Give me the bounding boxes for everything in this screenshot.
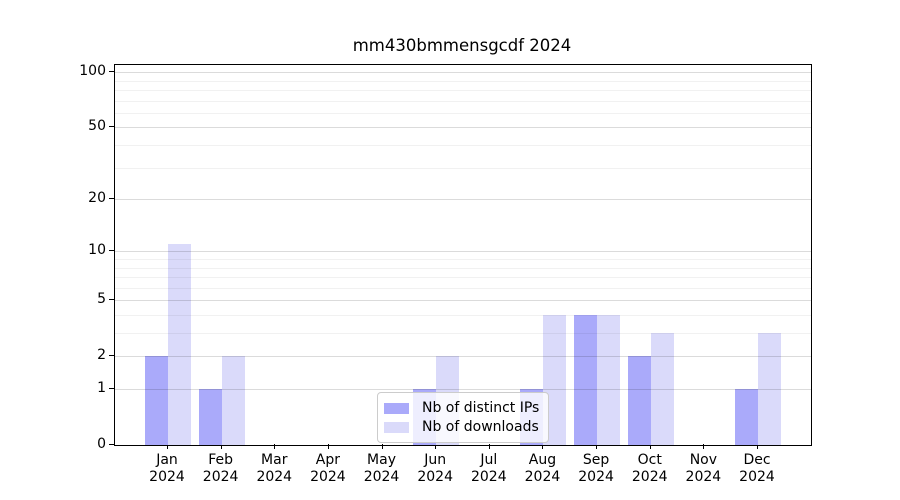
x-tick-mark [649, 444, 651, 449]
y-axis-tick-label: 2 [97, 347, 106, 364]
minor-gridline [115, 112, 811, 114]
major-gridline [115, 72, 811, 74]
bar-distinct-ips [198, 389, 222, 445]
y-tick-mark [109, 444, 114, 445]
bar-distinct-ips [574, 314, 598, 445]
y-axis-tick-label: 20 [88, 190, 106, 207]
bar-downloads [168, 244, 191, 445]
legend-item: Nb of distinct IPs [384, 399, 539, 417]
y-tick-mark [109, 299, 114, 301]
x-tick-mark [488, 444, 490, 449]
x-axis-tick-label: Jan 2024 [149, 452, 185, 485]
major-gridline [115, 199, 811, 201]
legend-swatch-downloads [384, 421, 409, 433]
bar-distinct-ips [735, 389, 758, 445]
minor-gridline [115, 333, 811, 335]
minor-gridline [115, 259, 811, 260]
x-tick-mark [435, 444, 437, 449]
bar-distinct-ips [627, 356, 651, 445]
x-axis-tick-label: Oct 2024 [631, 452, 668, 485]
x-tick-mark [596, 444, 598, 449]
major-gridline [115, 251, 811, 253]
major-gridline [115, 127, 811, 129]
minor-gridline [115, 100, 811, 102]
x-tick-mark [327, 444, 329, 449]
bar-distinct-ips [145, 356, 168, 445]
minor-gridline [115, 287, 811, 289]
legend-item: Nb of downloads [384, 418, 539, 436]
y-axis-tick-label: 0 [97, 436, 106, 452]
y-tick-mark [109, 388, 114, 389]
x-axis-tick-label: Jun 2024 [417, 452, 453, 485]
x-tick-mark [220, 444, 222, 449]
y-axis-tick-label: 5 [97, 291, 106, 308]
y-tick-mark [109, 198, 114, 200]
minor-gridline [115, 145, 811, 147]
x-axis-tick-label: Apr 2024 [310, 452, 346, 485]
x-tick-mark [274, 444, 276, 449]
y-axis-tick-label: 1 [97, 380, 106, 396]
y-axis-tick-label: 100 [79, 63, 106, 80]
bar-downloads [758, 333, 781, 445]
x-axis-tick-label: Jul 2024 [470, 452, 507, 485]
x-tick-mark [167, 444, 168, 449]
x-tick-mark [757, 444, 758, 449]
y-axis-tick-label: 10 [88, 242, 106, 259]
x-axis-tick-label: Nov 2024 [685, 452, 722, 485]
bar-downloads [221, 356, 245, 445]
legend: Nb of distinct IPs Nb of downloads [377, 392, 550, 443]
legend-label: Nb of distinct IPs [422, 400, 540, 416]
x-axis-tick-label: Sep 2024 [578, 452, 614, 485]
bar-downloads [543, 314, 567, 445]
x-tick-mark [703, 444, 705, 449]
y-tick-mark [109, 250, 114, 252]
chart-title: mm430bmmensgcdf 2024 [352, 36, 572, 55]
minor-gridline [115, 314, 811, 316]
minor-gridline [115, 90, 811, 92]
x-axis-tick-label: Mar 2024 [256, 452, 293, 485]
minor-gridline [115, 267, 811, 269]
y-tick-mark [109, 126, 114, 128]
bar-downloads [597, 314, 621, 445]
x-tick-mark [542, 444, 544, 449]
x-axis-tick-label: Aug 2024 [524, 452, 561, 485]
legend-swatch-distinct-ips [384, 402, 409, 414]
major-gridline [115, 356, 811, 358]
legend-label: Nb of downloads [422, 419, 539, 435]
minor-gridline [115, 80, 811, 82]
x-tick-mark [381, 444, 383, 449]
x-axis-tick-label: May 2024 [363, 452, 400, 485]
x-axis-tick-label: Dec 2024 [739, 452, 775, 485]
major-gridline [115, 389, 811, 390]
plot-area [114, 64, 812, 446]
minor-gridline [115, 167, 811, 169]
bar-downloads [650, 333, 674, 445]
y-tick-mark [109, 71, 114, 73]
y-tick-mark [109, 355, 114, 357]
x-axis-tick-label: Feb 2024 [202, 452, 239, 485]
major-gridline [115, 300, 811, 302]
y-axis-tick-label: 50 [88, 118, 106, 135]
minor-gridline [115, 277, 811, 279]
